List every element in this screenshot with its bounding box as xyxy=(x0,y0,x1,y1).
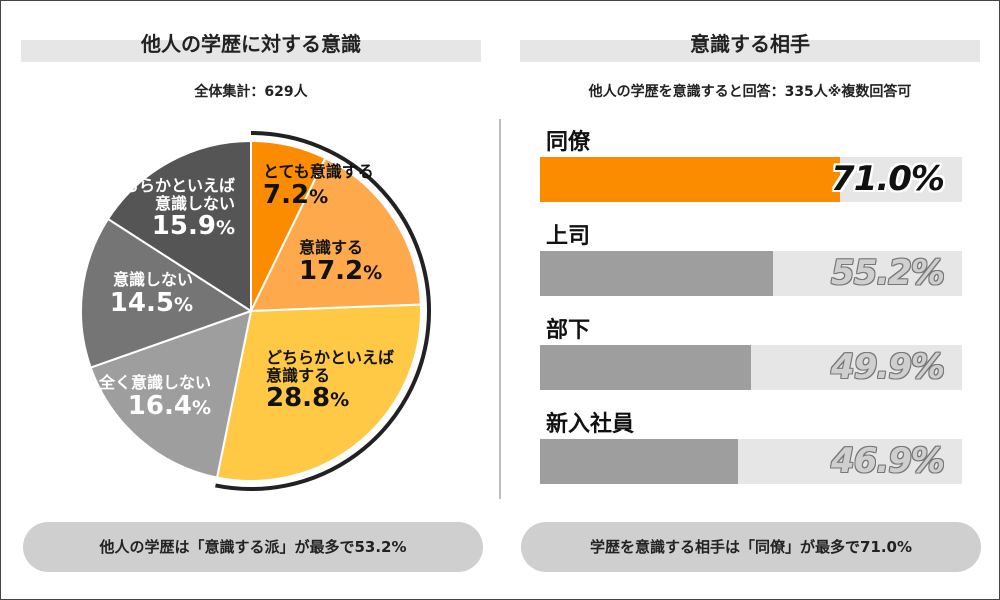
bar-category-label: 上司 xyxy=(546,224,591,249)
bar-fill xyxy=(540,251,773,296)
pie-slice-label-text: 意識する xyxy=(266,365,331,385)
right-summary-pill: 学歴を意識する相手は「同僚」が最多で71.0% xyxy=(521,522,981,572)
bar-value-label: 49.9% xyxy=(831,347,945,387)
pie-slice-label-1: 意識する 17.2% xyxy=(299,239,382,285)
pie-slice-value: 7.2% xyxy=(263,179,329,210)
pie-slice-value: 17.2% xyxy=(299,255,383,286)
pie-slice-1 xyxy=(249,156,422,313)
pie-slice-label-3: 全く意識しない 16.4% xyxy=(81,374,211,420)
bar-value-label: 71.0% xyxy=(831,159,945,199)
panel-divider xyxy=(499,119,501,499)
bar-category-label: 部下 xyxy=(546,318,591,343)
bar-fill xyxy=(540,439,738,484)
bar-track: 71.0% xyxy=(540,157,962,202)
right-panel-title-bar: 意識する相手 xyxy=(520,32,980,62)
pie-slice-label-text: 意識する xyxy=(299,238,364,257)
pie-slice-value: 16.4% xyxy=(127,390,211,421)
left-panel-title: 他人の学歴に対する意識 xyxy=(141,32,361,56)
pie-slice-2 xyxy=(215,303,422,482)
pie-slice-3 xyxy=(89,309,253,479)
pie-slice-5 xyxy=(106,139,252,313)
pie-slice-label-4: 意識しない 14.5% xyxy=(93,271,193,317)
pie-highlight-arc xyxy=(215,131,431,491)
pie-slice-label-text: どちらかといえば xyxy=(266,348,395,367)
right-panel-title: 意識する相手 xyxy=(690,32,810,56)
left-summary-pill: 他人の学歴は「意識する派」が最多で53.2% xyxy=(23,522,483,572)
bar-value-label: 55.2% xyxy=(831,253,945,293)
pie-slice-label-text: 意識しない xyxy=(112,270,193,289)
bar-category-label: 新入社員 xyxy=(546,412,635,437)
pie-slice-label-5: どちらかといえば 意識しない 15.9% xyxy=(77,177,235,241)
bar-track: 46.9% xyxy=(540,439,962,484)
pie-slice-value: 14.5% xyxy=(109,287,193,318)
pie-slice-label-text: とても意識する xyxy=(263,162,374,181)
pie-slice-4 xyxy=(80,217,254,369)
bar-track: 49.9% xyxy=(540,345,962,390)
left-panel-subtitle: 全体集計：629人 xyxy=(194,84,308,100)
pie-slice-label-text: 全く意識しない xyxy=(98,373,211,392)
bar-track: 55.2% xyxy=(540,251,962,296)
bar-value-label: 46.9% xyxy=(831,441,945,481)
pie-slice-label-text: どちらかといえば xyxy=(106,176,235,195)
pie-slice-label-text: 意識しない xyxy=(154,193,235,213)
bar-fill xyxy=(540,157,840,202)
left-panel-title-bar: 他人の学歴に対する意識 xyxy=(21,32,481,62)
pie-slice-label-0: とても意識する 7.2% xyxy=(263,163,374,209)
pie-chart xyxy=(80,131,431,491)
bar-category-label: 同僚 xyxy=(546,130,591,155)
bar-fill xyxy=(540,345,751,390)
right-panel-subtitle: 他人の学歴を意識すると回答：335人※複数回答可 xyxy=(588,84,912,100)
pie-slice-value: 28.8% xyxy=(266,383,350,414)
pie-slice-value: 15.9% xyxy=(151,211,235,242)
pie-slice-label-2: どちらかといえば 意識する 28.8% xyxy=(266,349,394,413)
